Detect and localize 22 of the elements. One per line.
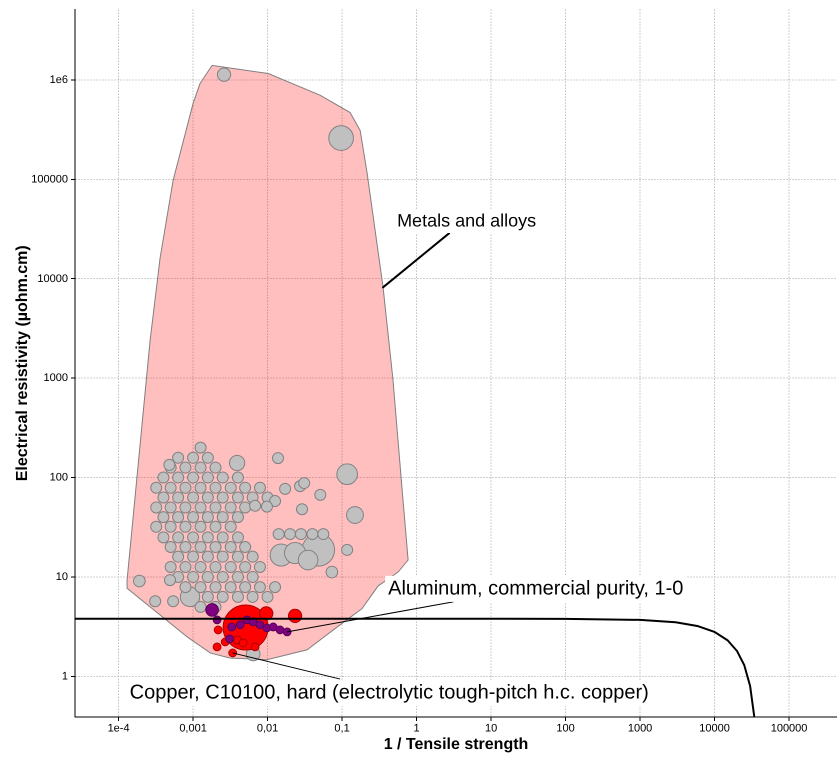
y-tick-label: 10000 <box>37 272 68 285</box>
y-axis-title: Electrical resistivity (µohm.cm) <box>14 245 32 482</box>
x-tick-label: 1e-4 <box>108 722 130 735</box>
y-tick-label: 1 <box>62 670 68 682</box>
y-tick-label: 100000 <box>31 173 68 186</box>
x-tick-label: 0,1 <box>334 722 350 735</box>
x-tick-label: 0,001 <box>179 722 207 735</box>
x-axis-title: 1 / Tensile strength <box>384 736 528 753</box>
y-tick-label: 1e6 <box>50 74 68 86</box>
annotation: Metals and alloys <box>397 210 536 230</box>
y-tick-label: 100 <box>50 472 68 484</box>
annotation: Copper, C10100, hard (electrolytic tough-pitch h.c. copper) <box>130 681 649 704</box>
x-tick-label: 1 <box>414 722 420 735</box>
x-tick-label: 100000 <box>770 722 808 735</box>
y-tick-label: 1000 <box>44 372 68 384</box>
x-tick-label: 10 <box>484 722 498 735</box>
x-tick-label: 100 <box>556 722 575 735</box>
annotation: Aluminum, commercial purity, 1-0 <box>388 577 684 600</box>
x-tick-label: 1000 <box>628 722 652 735</box>
x-tick-label: 0,01 <box>256 722 278 735</box>
x-tick-label: 10000 <box>699 722 730 735</box>
y-tick-label: 10 <box>56 570 68 583</box>
